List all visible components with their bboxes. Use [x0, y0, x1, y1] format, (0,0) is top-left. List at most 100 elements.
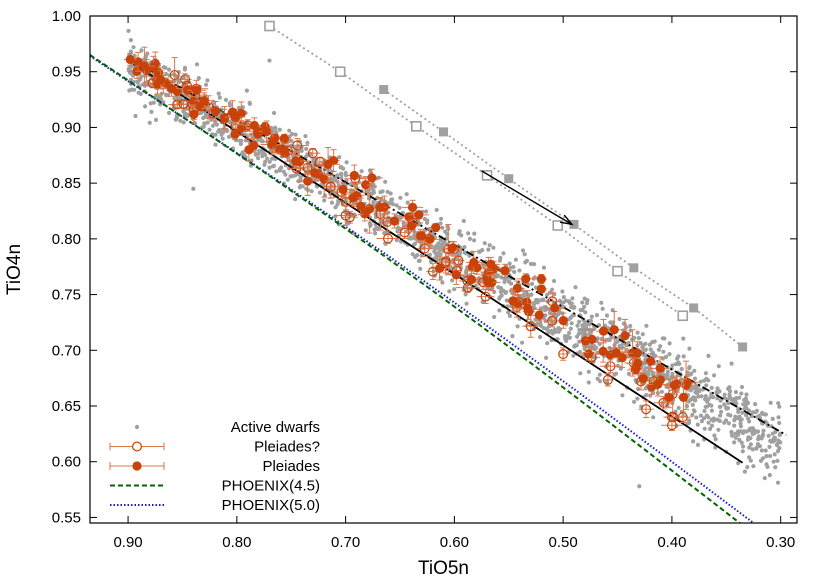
active-dwarf-point [703, 371, 709, 376]
active-dwarf-point [378, 190, 383, 195]
active-dwarf-point [482, 241, 487, 246]
filled-circle-marker [323, 159, 333, 169]
active-dwarf-point [736, 429, 741, 434]
active-dwarf-point [568, 326, 573, 331]
active-dwarf-point [753, 410, 758, 415]
filled-circle-marker [598, 326, 609, 336]
filled-circle-marker [638, 373, 648, 384]
active-dwarf-point [256, 138, 261, 143]
filled-square-marker [569, 219, 579, 229]
pleiades-point [535, 284, 548, 294]
pleiades-point [373, 197, 387, 217]
pleiades-point [640, 353, 661, 370]
active-dwarf-point [247, 100, 252, 105]
pleiades-point [347, 164, 362, 187]
active-dwarf-point [699, 394, 704, 399]
active-dwarf-point [728, 389, 733, 394]
active-dwarf-point [434, 244, 439, 249]
active-dwarf-point [439, 242, 444, 247]
filled-square-marker [504, 174, 514, 184]
active-dwarf-point [545, 292, 550, 297]
active-dwarf-point [626, 371, 632, 376]
active-dwarf-point [706, 397, 711, 402]
active-dwarf-point [339, 172, 344, 177]
active-dwarf-point [635, 330, 640, 335]
active-dwarf-point [772, 452, 777, 457]
phoenix-4-5-curve [90, 54, 742, 523]
active-dwarf-point [740, 430, 746, 436]
pleiades-point [585, 329, 599, 350]
pleiades-candidate-point [376, 233, 400, 244]
y-tick-label: 0.65 [52, 398, 81, 415]
filled-circle-marker [512, 283, 522, 293]
legend: Active dwarfs Pleiades? Pleiades PHOENIX(4.… [109, 419, 320, 514]
active-dwarf-point [287, 128, 292, 133]
legend-entry: Pleiades? [109, 439, 320, 456]
active-dwarf-point [691, 395, 696, 400]
open-circle-marker [292, 140, 303, 151]
pleiades-point [331, 182, 355, 197]
active-dwarf-point [202, 121, 207, 126]
filled-circle-marker [189, 109, 199, 119]
active-dwarf-point [343, 170, 348, 176]
active-dwarf-point [201, 124, 206, 129]
pleiades-point [262, 130, 284, 154]
active-dwarf-point [688, 388, 694, 393]
active-dwarf-point [703, 394, 708, 399]
active-dwarf-point [274, 169, 279, 174]
filled-circle-marker [431, 222, 441, 233]
open-circle-marker [307, 148, 318, 159]
active-dwarf-point [256, 156, 261, 161]
active-dwarf-point [742, 469, 748, 474]
active-dwarf-point [507, 261, 512, 266]
active-dwarf-point [534, 321, 540, 327]
pleiades-point [123, 53, 137, 66]
active-dwarf-point [640, 345, 645, 350]
active-dwarf-point [153, 117, 159, 122]
active-dwarf-point [239, 138, 244, 143]
active-dwarf-point [556, 326, 561, 331]
active-dwarf-point [559, 301, 564, 306]
active-dwarf-point [687, 366, 692, 371]
open-square-marker [612, 265, 623, 277]
active-dwarf-point [563, 298, 569, 303]
active-dwarf-point [722, 420, 727, 425]
open-square-marker [334, 66, 346, 78]
active-dwarf-point [543, 305, 548, 310]
active-dwarf-point [463, 292, 468, 297]
active-dwarf-point [698, 413, 704, 418]
active-dwarf-point [285, 177, 290, 182]
pleiades-candidate-point [333, 205, 358, 226]
active-dwarf-point [607, 337, 612, 342]
y-tick-label: 0.95 [52, 64, 81, 81]
active-dwarf-point [702, 426, 707, 431]
pleiades-point [279, 142, 290, 159]
filled-circle-marker [148, 62, 158, 72]
active-dwarf-point [571, 305, 576, 310]
active-dwarf-point [753, 402, 758, 407]
active-dwarf-point [210, 123, 215, 128]
active-dwarf-point [729, 361, 734, 366]
active-dwarf-point [665, 373, 670, 378]
open-circle-marker [399, 227, 410, 238]
active-dwarf-point [498, 286, 503, 291]
filled-circle-marker [156, 75, 166, 85]
legend-symbol [134, 424, 140, 430]
pleiades-point [194, 92, 215, 110]
active-dwarf-point [759, 448, 765, 453]
active-dwarf-point [371, 188, 376, 193]
active-dwarf-point [580, 300, 585, 305]
active-dwarf-point [191, 186, 196, 191]
pleiades-candidate-point [305, 148, 321, 159]
active-dwarf-point [412, 236, 417, 241]
pleiades-candidate-point [285, 137, 309, 153]
pleiades-point [627, 358, 649, 368]
active-dwarf-point [339, 176, 344, 181]
filled-circle-marker [349, 170, 359, 181]
active-dwarf-point [372, 227, 377, 232]
active-dwarf-point [746, 428, 752, 433]
pleiades-point [316, 146, 340, 182]
pleiades-point [319, 160, 330, 198]
active-dwarf-point [744, 398, 749, 403]
active-dwarf-point [733, 390, 739, 395]
